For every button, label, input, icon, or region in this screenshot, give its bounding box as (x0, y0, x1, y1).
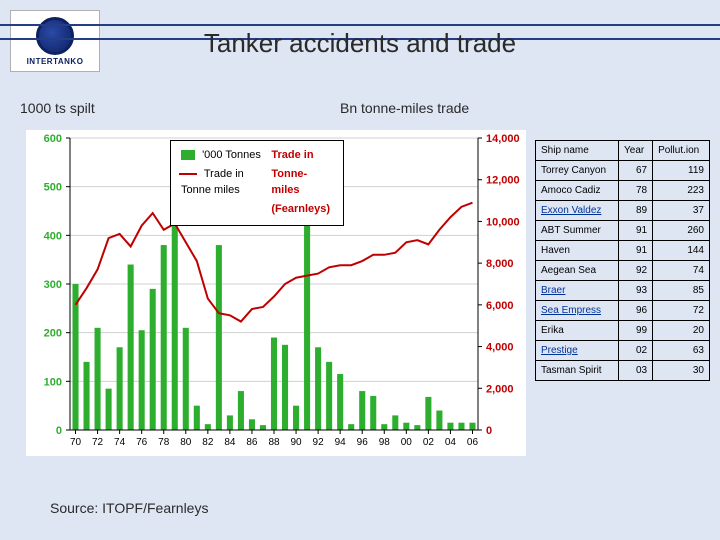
svg-text:76: 76 (136, 437, 148, 448)
table-row: Sea Empress 9672 (536, 301, 710, 321)
cell-shipname[interactable]: Sea Empress (536, 301, 619, 321)
legend-right-3: (Fearnleys) (271, 203, 330, 215)
legend-right-1: Trade in (271, 149, 313, 161)
svg-text:74: 74 (114, 437, 126, 448)
cell-shipname: ABT Summer (536, 221, 619, 241)
table-row: Braer 9385 (536, 281, 710, 301)
cell-year: 91 (619, 221, 653, 241)
table-row: Tasman Spirit0330 (536, 361, 710, 381)
svg-text:2,000: 2,000 (486, 383, 514, 395)
svg-text:72: 72 (92, 437, 104, 448)
legend-swatch-bars (181, 150, 195, 160)
cell-year: 02 (619, 341, 653, 361)
svg-text:200: 200 (44, 328, 62, 340)
svg-text:10,000: 10,000 (486, 216, 520, 228)
table-row: Haven91144 (536, 241, 710, 261)
svg-text:0: 0 (486, 425, 492, 437)
cell-pollution: 144 (653, 241, 710, 261)
table-row: Aegean Sea9274 (536, 261, 710, 281)
svg-text:78: 78 (158, 437, 170, 448)
svg-text:14,000: 14,000 (486, 133, 520, 145)
cell-year: 93 (619, 281, 653, 301)
legend-line-trade (179, 173, 197, 175)
legend-right-2: Tonne-miles (271, 168, 307, 195)
cell-shipname: Tasman Spirit (536, 361, 619, 381)
svg-text:90: 90 (290, 437, 302, 448)
svg-text:500: 500 (44, 182, 62, 194)
svg-text:06: 06 (467, 437, 479, 448)
cell-year: 78 (619, 181, 653, 201)
table-row: Exxon Valdez 8937 (536, 201, 710, 221)
svg-text:400: 400 (44, 230, 62, 242)
svg-text:98: 98 (379, 437, 391, 448)
svg-text:100: 100 (44, 376, 62, 388)
table-row: Prestige 0263 (536, 341, 710, 361)
cell-pollution: 20 (653, 321, 710, 341)
cell-pollution: 37 (653, 201, 710, 221)
svg-text:70: 70 (70, 437, 82, 448)
table-header-row: Ship name Year Pollut.ion (536, 141, 710, 161)
svg-text:8,000: 8,000 (486, 258, 514, 270)
col-year: Year (619, 141, 653, 161)
col-ship: Ship name (536, 141, 619, 161)
cell-year: 91 (619, 241, 653, 261)
cell-pollution: 72 (653, 301, 710, 321)
cell-year: 96 (619, 301, 653, 321)
svg-text:96: 96 (357, 437, 369, 448)
cell-pollution: 74 (653, 261, 710, 281)
svg-text:00: 00 (401, 437, 413, 448)
svg-text:0: 0 (56, 425, 62, 437)
cell-shipname: Amoco Cadiz (536, 181, 619, 201)
chart-legend: '000 Tonnes Trade in Trade in Tonne mile… (170, 140, 344, 226)
svg-text:6,000: 6,000 (486, 300, 514, 312)
cell-pollution: 63 (653, 341, 710, 361)
svg-text:82: 82 (202, 437, 214, 448)
accidents-table: Ship name Year Pollut.ion Torrey Canyon6… (535, 140, 710, 381)
svg-text:84: 84 (224, 437, 236, 448)
svg-text:300: 300 (44, 279, 62, 291)
table-row: ABT Summer91260 (536, 221, 710, 241)
cell-shipname[interactable]: Prestige (536, 341, 619, 361)
cell-year: 03 (619, 361, 653, 381)
page-title: Tanker accidents and trade (0, 28, 720, 59)
col-poll: Pollut.ion (653, 141, 710, 161)
ship-link[interactable]: Sea Empress (541, 305, 601, 316)
svg-text:12,000: 12,000 (486, 175, 520, 187)
table-row: Erika9920 (536, 321, 710, 341)
legend-label-bars: '000 Tonnes (202, 149, 261, 161)
cell-shipname[interactable]: Braer (536, 281, 619, 301)
svg-text:86: 86 (246, 437, 258, 448)
right-axis-label: Bn tonne-miles trade (340, 100, 469, 116)
svg-text:94: 94 (335, 437, 347, 448)
legend-label-trade: Trade in Tonne miles (181, 168, 244, 195)
left-axis-label: 1000 ts spilt (20, 100, 95, 116)
svg-text:04: 04 (445, 437, 457, 448)
svg-text:92: 92 (313, 437, 325, 448)
cell-pollution: 119 (653, 161, 710, 181)
ship-link[interactable]: Prestige (541, 345, 578, 356)
cell-shipname: Erika (536, 321, 619, 341)
cell-shipname[interactable]: Exxon Valdez (536, 201, 619, 221)
svg-text:88: 88 (268, 437, 280, 448)
cell-pollution: 223 (653, 181, 710, 201)
cell-year: 89 (619, 201, 653, 221)
cell-year: 67 (619, 161, 653, 181)
cell-shipname: Torrey Canyon (536, 161, 619, 181)
cell-pollution: 30 (653, 361, 710, 381)
table-row: Amoco Cadiz78223 (536, 181, 710, 201)
ship-link[interactable]: Exxon Valdez (541, 205, 601, 216)
source-citation: Source: ITOPF/Fearnleys (50, 500, 208, 516)
table-row: Torrey Canyon67119 (536, 161, 710, 181)
cell-pollution: 85 (653, 281, 710, 301)
cell-year: 92 (619, 261, 653, 281)
cell-shipname: Aegean Sea (536, 261, 619, 281)
svg-text:600: 600 (44, 133, 62, 145)
svg-text:4,000: 4,000 (486, 342, 514, 354)
cell-shipname: Haven (536, 241, 619, 261)
svg-text:80: 80 (180, 437, 192, 448)
cell-pollution: 260 (653, 221, 710, 241)
ship-link[interactable]: Braer (541, 285, 565, 296)
cell-year: 99 (619, 321, 653, 341)
svg-text:02: 02 (423, 437, 435, 448)
